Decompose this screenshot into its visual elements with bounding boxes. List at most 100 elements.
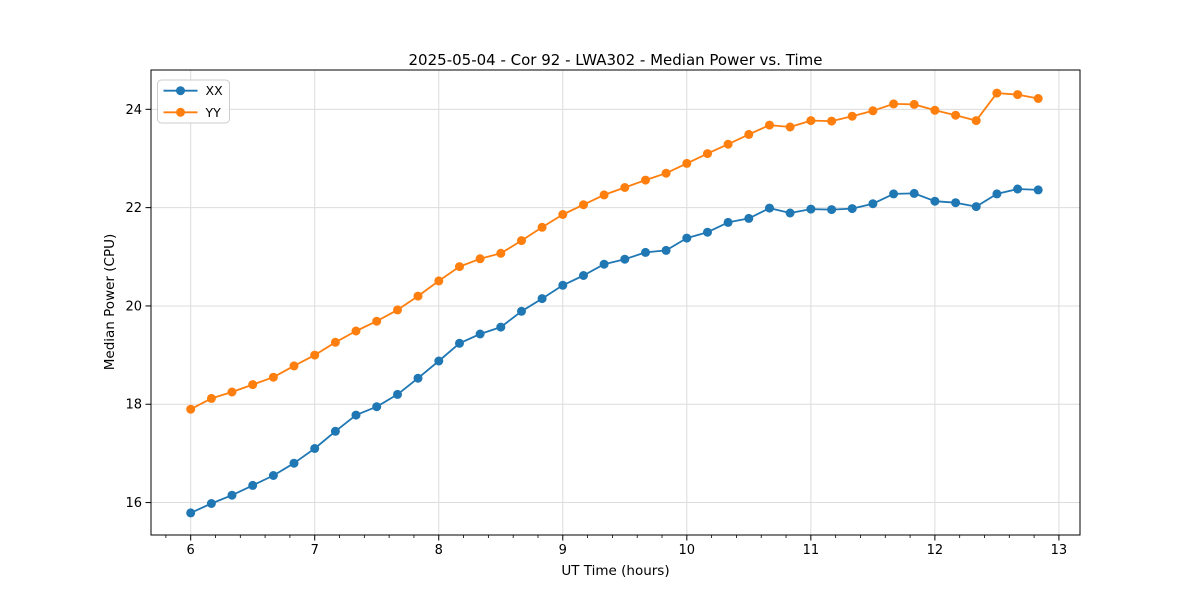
- data-point-yy: [558, 210, 568, 219]
- data-point-xx: [351, 410, 361, 420]
- data-point-xx: [310, 444, 320, 453]
- data-point-yy: [186, 404, 196, 414]
- data-point-xx: [558, 280, 568, 290]
- data-point-yy: [765, 120, 774, 130]
- data-point-yy: [351, 326, 361, 336]
- data-point-yy: [330, 337, 340, 347]
- data-point-xx: [1013, 184, 1023, 194]
- data-point-xx: [703, 227, 712, 237]
- data-point-yy: [517, 236, 526, 246]
- data-point-xx: [434, 356, 444, 366]
- data-point-xx: [992, 189, 1002, 199]
- legend-marker-icon: [176, 86, 185, 96]
- data-point-xx: [372, 402, 382, 412]
- data-point-xx: [517, 306, 526, 316]
- data-point-yy: [847, 111, 857, 121]
- data-point-xx: [661, 245, 671, 255]
- data-point-yy: [413, 291, 423, 301]
- data-point-yy: [868, 106, 878, 116]
- y-tick-label: 24: [125, 103, 142, 118]
- data-point-xx: [413, 373, 423, 383]
- data-point-xx: [765, 203, 774, 213]
- data-point-yy: [372, 316, 382, 326]
- x-tick-label: 11: [803, 543, 820, 558]
- data-point-xx: [599, 259, 609, 269]
- plot-border: [150, 69, 1081, 536]
- data-point-yy: [806, 116, 816, 126]
- data-point-yy: [248, 380, 258, 390]
- data-point-xx: [868, 199, 878, 209]
- data-point-xx: [248, 480, 258, 490]
- series-line-yy: [190, 92, 1039, 410]
- x-axis-label: UT Time (hours): [561, 563, 670, 579]
- data-point-xx: [186, 508, 196, 518]
- data-point-xx: [620, 254, 630, 264]
- data-point-xx: [227, 490, 237, 500]
- data-point-yy: [1013, 90, 1023, 100]
- y-tick-label: 16: [125, 496, 142, 511]
- data-point-yy: [682, 158, 692, 168]
- data-point-yy: [909, 99, 919, 109]
- chart-title: 2025-05-04 - Cor 92 - LWA302 - Median Po…: [408, 51, 823, 69]
- data-point-yy: [496, 248, 506, 258]
- data-point-xx: [268, 471, 278, 480]
- x-tick-label: 13: [1051, 543, 1068, 558]
- data-point-yy: [268, 372, 278, 382]
- data-point-yy: [579, 200, 588, 210]
- data-point-xx: [537, 294, 547, 304]
- data-point-xx: [971, 202, 981, 212]
- data-point-yy: [744, 129, 754, 139]
- data-point-yy: [723, 139, 733, 149]
- data-point-xx: [723, 217, 733, 227]
- data-point-xx: [206, 499, 216, 508]
- data-point-yy: [289, 361, 299, 371]
- data-point-xx: [785, 208, 795, 218]
- data-point-yy: [227, 387, 237, 397]
- data-point-xx: [330, 426, 340, 436]
- data-point-yy: [310, 350, 320, 360]
- data-point-yy: [641, 175, 650, 185]
- legend-label-xx: XX: [206, 83, 224, 98]
- x-tick-label: 7: [311, 543, 319, 558]
- data-point-yy: [930, 105, 940, 115]
- data-point-yy: [889, 99, 899, 109]
- data-point-yy: [827, 116, 837, 126]
- data-point-xx: [827, 205, 837, 215]
- data-point-xx: [455, 338, 464, 348]
- data-point-yy: [1033, 94, 1043, 103]
- data-point-xx: [1033, 185, 1043, 195]
- legend-marker-icon: [176, 107, 185, 117]
- data-point-yy: [785, 122, 795, 132]
- legend-label-yy: YY: [205, 105, 222, 120]
- data-point-yy: [393, 305, 402, 315]
- y-tick-label: 20: [125, 299, 142, 314]
- data-point-yy: [661, 168, 671, 178]
- y-tick-label: 18: [125, 398, 142, 413]
- data-point-yy: [475, 254, 485, 264]
- y-tick-label: 22: [125, 201, 142, 216]
- data-point-xx: [951, 198, 961, 208]
- data-point-yy: [455, 262, 464, 272]
- data-point-xx: [682, 233, 692, 243]
- data-point-xx: [744, 213, 754, 223]
- data-point-xx: [496, 322, 506, 332]
- data-point-yy: [992, 88, 1002, 98]
- data-point-yy: [206, 393, 216, 403]
- data-point-yy: [599, 190, 609, 200]
- data-point-xx: [393, 389, 402, 399]
- x-tick-label: 12: [927, 543, 944, 558]
- data-point-xx: [847, 204, 857, 214]
- data-point-yy: [951, 110, 961, 120]
- data-point-xx: [475, 329, 485, 339]
- data-point-xx: [889, 189, 899, 199]
- data-point-yy: [971, 116, 981, 126]
- data-point-yy: [703, 149, 712, 159]
- x-tick-label: 6: [187, 543, 195, 558]
- data-point-yy: [620, 183, 630, 192]
- data-point-xx: [579, 271, 588, 280]
- data-point-xx: [909, 188, 919, 198]
- series-line-xx: [190, 188, 1039, 514]
- x-tick-label: 8: [435, 543, 443, 558]
